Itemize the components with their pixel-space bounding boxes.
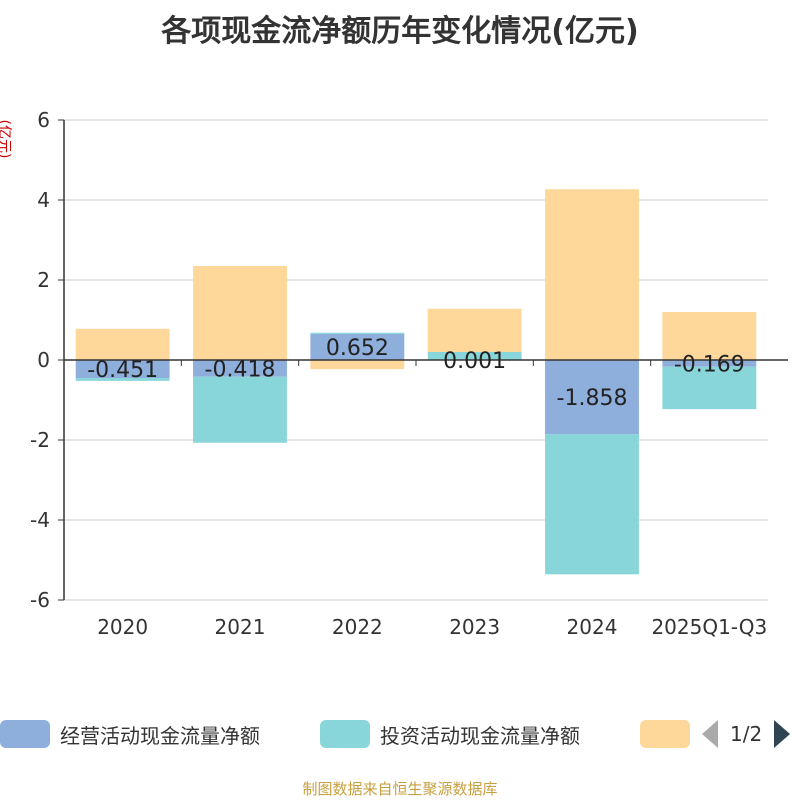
legend-swatch-investing bbox=[320, 720, 370, 748]
x-tick-label: 2024 bbox=[567, 615, 618, 639]
bar-operating-2022 bbox=[310, 333, 405, 360]
x-tick-label: 2023 bbox=[449, 615, 500, 639]
data-label-operating: -0.169 bbox=[674, 352, 745, 377]
legend-next-icon[interactable] bbox=[774, 720, 791, 748]
source-footer: 制图数据来自恒生聚源数据库 bbox=[302, 780, 498, 798]
legend-label-investing: 投资活动现金流量净额 bbox=[380, 723, 580, 748]
chart-title: 各项现金流净额历年变化情况(亿元) bbox=[161, 14, 639, 49]
bar-investing-2020 bbox=[75, 378, 170, 381]
bar-investing-2025Q1-Q3 bbox=[662, 366, 757, 410]
bar-financing-2022 bbox=[310, 360, 405, 370]
legend-item-financing[interactable] bbox=[640, 716, 690, 752]
bar-investing-2021 bbox=[193, 376, 287, 443]
legend-prev-icon[interactable] bbox=[702, 720, 718, 748]
bar-financing-2024 bbox=[545, 189, 639, 360]
bar-investing-2022 bbox=[310, 332, 405, 334]
legend-item-investing[interactable]: 投资活动现金流量净额 bbox=[320, 716, 580, 752]
x-tick-label: 2022 bbox=[332, 615, 383, 639]
data-label-operating: 0.001 bbox=[443, 349, 506, 374]
data-label-operating: -0.451 bbox=[87, 358, 158, 383]
legend-swatch-operating bbox=[0, 720, 50, 748]
y-tick-label: 0 bbox=[37, 348, 50, 372]
x-tick-label: 2021 bbox=[215, 615, 266, 639]
y-tick-label: -2 bbox=[30, 428, 50, 452]
y-tick-label: -4 bbox=[30, 508, 50, 532]
legend: 经营活动现金流量净额 投资活动现金流量净额 1/2 bbox=[0, 716, 800, 752]
legend-pager: 1/2 bbox=[702, 716, 791, 752]
bar-financing-2023 bbox=[427, 308, 522, 352]
bar-investing-2023 bbox=[427, 351, 522, 360]
y-tick-label: 2 bbox=[37, 268, 50, 292]
bar-financing-2021 bbox=[193, 266, 287, 360]
data-label-operating: -0.418 bbox=[205, 357, 276, 382]
bar-operating-2025Q1-Q3 bbox=[662, 360, 757, 367]
x-tick-label: 2020 bbox=[97, 615, 148, 639]
legend-page-indicator: 1/2 bbox=[730, 722, 763, 746]
legend-swatch-financing bbox=[640, 720, 690, 748]
bar-financing-2020 bbox=[75, 328, 170, 360]
data-label-operating: -1.858 bbox=[557, 386, 628, 411]
bar-investing-2024 bbox=[545, 434, 639, 575]
data-label-operating: 0.652 bbox=[326, 336, 389, 361]
bar-operating-2024 bbox=[545, 360, 639, 435]
y-tick-label: -6 bbox=[30, 588, 50, 612]
y-tick-label: 4 bbox=[37, 188, 50, 212]
legend-item-operating[interactable]: 经营活动现金流量净额 bbox=[0, 716, 260, 752]
bar-operating-2021 bbox=[193, 360, 287, 377]
y-tick-label: 6 bbox=[37, 108, 50, 132]
bar-financing-2025Q1-Q3 bbox=[662, 312, 757, 360]
x-tick-label: 2025Q1-Q3 bbox=[651, 615, 767, 639]
legend-label-operating: 经营活动现金流量净额 bbox=[60, 723, 260, 748]
bar-operating-2020 bbox=[75, 360, 170, 379]
